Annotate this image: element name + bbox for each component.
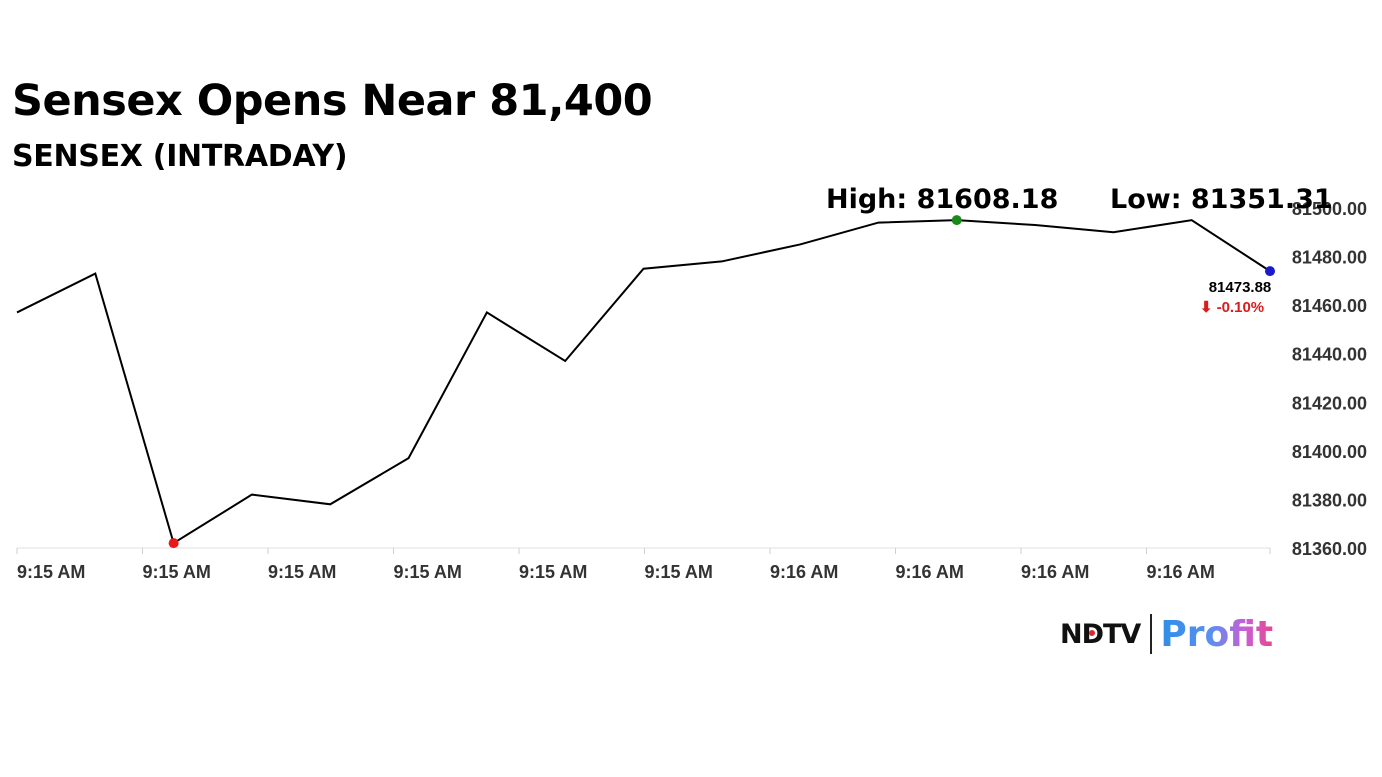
x-tick-label: 9:15 AM: [519, 562, 587, 582]
y-tick-label: 81360.00: [1292, 539, 1367, 559]
y-axis-labels: 81360.00 81380.00 81400.00 81420.00 81440.00…: [1292, 199, 1367, 559]
data-point-marker: [951, 215, 962, 226]
x-axis-labels: 9:15 AM 9:15 AM 9:15 AM 9:15 AM 9:15 AM 9:15 …: [17, 562, 1215, 582]
x-tick-label: 9:15 AM: [268, 562, 336, 582]
y-tick-label: 81400.00: [1292, 442, 1367, 462]
y-tick-label: 81480.00: [1292, 248, 1367, 268]
chart-title: Sensex Opens Near 81,400: [12, 76, 653, 126]
ndtv-logo-text: NDTV: [1060, 618, 1141, 650]
data-point-marker: [168, 538, 179, 549]
y-tick-label: 81440.00: [1292, 345, 1367, 365]
profit-logo-text: Profit: [1160, 613, 1274, 655]
y-tick-label: 81380.00: [1292, 490, 1367, 510]
x-tick-label: 9:16 AM: [770, 562, 838, 582]
x-tick-label: 9:15 AM: [394, 562, 462, 582]
x-tick-label: 9:16 AM: [896, 562, 964, 582]
y-tick-label: 81460.00: [1292, 296, 1367, 316]
last-value-label: 81473.88: [1209, 279, 1272, 296]
markers: [168, 215, 1275, 549]
high-label: High: 81608.18: [826, 184, 1058, 215]
y-tick-label: 81420.00: [1292, 393, 1367, 413]
logo-dot-icon: [1089, 630, 1095, 636]
x-axis-ticks: [16, 548, 1271, 554]
x-tick-label: 9:16 AM: [1021, 562, 1089, 582]
x-tick-label: 9:15 AM: [17, 562, 85, 582]
low-label: Low: 81351.31: [1110, 184, 1333, 215]
ndtv-profit-logo: NDTV Profit: [1060, 612, 1273, 656]
series-line: [16, 219, 1271, 545]
logo-divider: [1150, 614, 1153, 654]
data-point-marker: [1265, 266, 1275, 277]
chart-subtitle: SENSEX (INTRADAY): [12, 139, 348, 174]
change-label: ⬇ -0.10%: [1200, 299, 1264, 316]
x-tick-label: 9:15 AM: [143, 562, 211, 582]
x-tick-label: 9:15 AM: [645, 562, 713, 582]
y-tick-label: 81500.00: [1292, 199, 1367, 219]
x-tick-label: 9:16 AM: [1147, 562, 1215, 582]
